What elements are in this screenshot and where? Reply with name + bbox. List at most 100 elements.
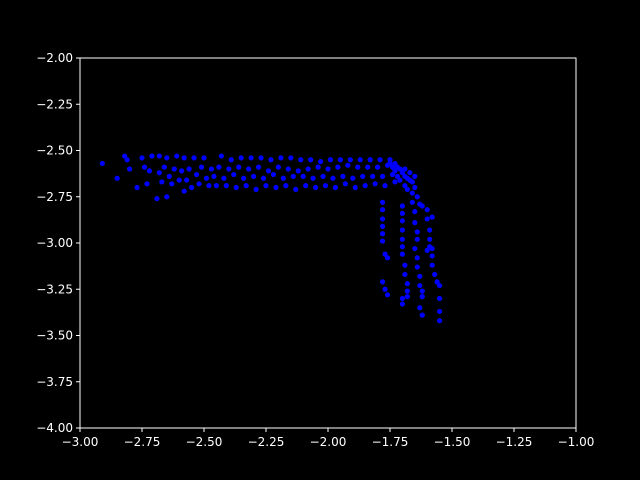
x-tick-label: −2.50 [186, 435, 223, 449]
data-point [293, 186, 299, 192]
data-point [308, 157, 314, 163]
data-point [251, 173, 257, 179]
data-point [437, 318, 443, 324]
data-point [429, 245, 435, 252]
data-point [412, 173, 418, 179]
data-point [375, 164, 381, 170]
data-point [357, 157, 363, 163]
data-point [310, 175, 316, 181]
data-point [412, 184, 418, 191]
data-point [246, 166, 252, 172]
y-tick-label: −3.50 [36, 329, 73, 343]
data-point [379, 223, 386, 229]
data-point [397, 177, 403, 183]
data-point [340, 173, 346, 179]
data-point [432, 271, 438, 278]
y-tick-label: −3.25 [36, 282, 73, 296]
data-point [399, 227, 405, 233]
data-point [327, 157, 334, 163]
data-point [313, 184, 319, 191]
data-point [332, 184, 339, 191]
data-point [213, 183, 219, 189]
data-point [193, 171, 200, 178]
data-point [191, 155, 197, 161]
data-point [258, 155, 264, 161]
data-point [427, 236, 433, 242]
data-point [263, 183, 269, 189]
data-point [347, 157, 353, 163]
data-point [409, 199, 415, 205]
data-point [382, 286, 388, 292]
data-point [414, 255, 420, 261]
data-point [134, 184, 140, 191]
data-point [280, 175, 286, 181]
data-point [196, 181, 202, 187]
data-point [414, 236, 420, 242]
data-point [236, 164, 242, 170]
data-point [429, 253, 435, 259]
data-point [342, 181, 348, 187]
data-point [184, 177, 190, 183]
data-point [216, 164, 222, 170]
data-point [392, 168, 398, 174]
y-tick-label: −3.00 [36, 236, 73, 250]
data-point [169, 181, 175, 187]
data-point [181, 188, 187, 194]
x-tick-label: −3.00 [62, 435, 99, 449]
x-tick-label: −1.50 [434, 435, 471, 449]
data-point [238, 155, 244, 161]
data-point [429, 262, 435, 268]
data-point [198, 164, 205, 170]
data-point [402, 271, 408, 278]
y-tick-label: −2.00 [36, 51, 73, 65]
data-point [208, 166, 215, 172]
data-point [164, 194, 170, 200]
data-point [377, 157, 383, 163]
data-point [392, 179, 398, 185]
data-point [399, 301, 405, 307]
data-point [283, 183, 289, 189]
data-point [288, 155, 294, 161]
data-point [270, 171, 277, 178]
y-axis: −2.00 −2.25 −2.50 −2.75 −3.00 −3.25 −3.50 −3.75… [36, 51, 80, 435]
data-point [424, 207, 430, 213]
data-point [367, 157, 373, 163]
data-point [127, 166, 133, 172]
x-tick-label: −2.00 [310, 435, 347, 449]
data-point [305, 166, 311, 172]
data-point [399, 170, 405, 176]
data-point [397, 166, 403, 172]
data-point [370, 173, 376, 179]
data-point [317, 159, 324, 165]
x-tick-label: −2.75 [124, 435, 161, 449]
data-point [379, 231, 386, 237]
y-tick-label: −3.75 [36, 375, 73, 389]
data-point [290, 173, 296, 179]
data-point [384, 255, 391, 261]
data-point [124, 157, 130, 163]
y-tick-label: −2.75 [36, 190, 73, 204]
data-point [399, 210, 405, 216]
data-point [382, 183, 388, 189]
data-point [255, 164, 262, 170]
data-point [437, 282, 443, 289]
data-point [389, 164, 396, 170]
data-point [352, 184, 358, 191]
data-point [300, 173, 306, 179]
y-tick-label: −2.25 [36, 97, 73, 111]
data-point [322, 183, 329, 189]
data-point [146, 168, 153, 174]
data-point [387, 157, 393, 163]
data-point [402, 183, 408, 189]
data-point [409, 190, 415, 196]
data-point [355, 164, 361, 170]
data-point [156, 153, 162, 159]
x-tick-label: −2.25 [248, 435, 285, 449]
data-point [161, 164, 167, 170]
data-point [372, 181, 378, 187]
data-point [248, 155, 254, 161]
data-point [201, 155, 207, 161]
data-point [429, 214, 435, 220]
